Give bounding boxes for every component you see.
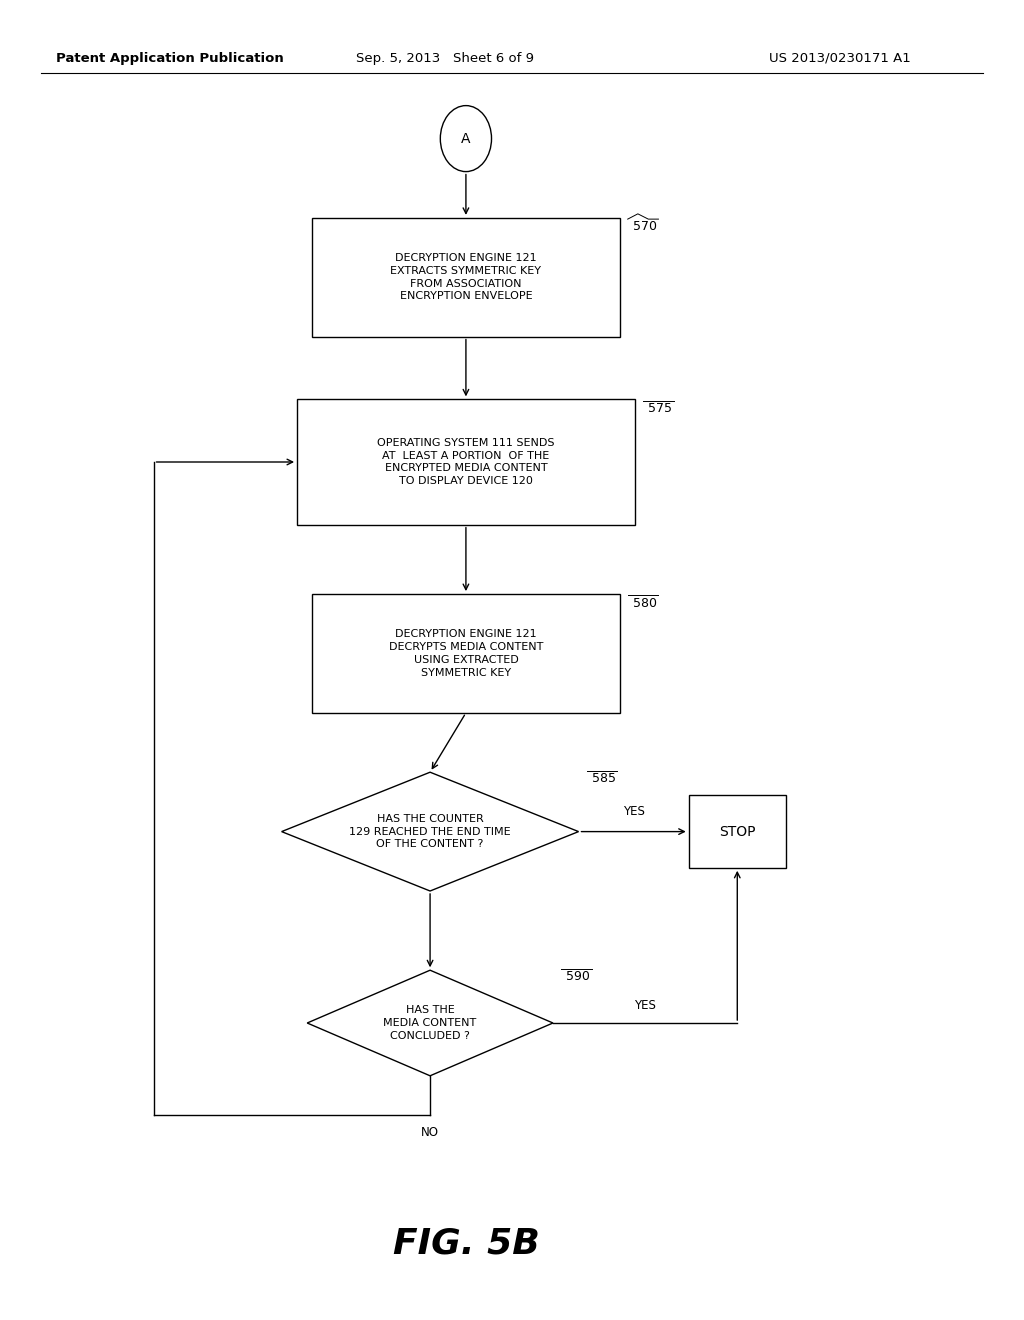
- Polygon shape: [307, 970, 553, 1076]
- Text: 570: 570: [633, 220, 656, 234]
- FancyBboxPatch shape: [297, 399, 635, 524]
- FancyBboxPatch shape: [688, 795, 786, 869]
- Text: DECRYPTION ENGINE 121
EXTRACTS SYMMETRIC KEY
FROM ASSOCIATION
ENCRYPTION ENVELOP: DECRYPTION ENGINE 121 EXTRACTS SYMMETRIC…: [390, 253, 542, 301]
- Text: YES: YES: [634, 999, 656, 1012]
- Text: 590: 590: [566, 970, 590, 983]
- Text: STOP: STOP: [719, 825, 756, 838]
- Text: HAS THE
MEDIA CONTENT
CONCLUDED ?: HAS THE MEDIA CONTENT CONCLUDED ?: [383, 1006, 477, 1040]
- Text: YES: YES: [623, 805, 644, 818]
- Text: OPERATING SYSTEM 111 SENDS
AT  LEAST A PORTION  OF THE
ENCRYPTED MEDIA CONTENT
T: OPERATING SYSTEM 111 SENDS AT LEAST A PO…: [377, 438, 555, 486]
- Text: Patent Application Publication: Patent Application Publication: [56, 51, 284, 65]
- Text: 575: 575: [648, 401, 672, 414]
- Text: FIG. 5B: FIG. 5B: [392, 1226, 540, 1261]
- Text: A: A: [461, 132, 471, 145]
- Text: NO: NO: [421, 1126, 439, 1139]
- Text: HAS THE COUNTER
129 REACHED THE END TIME
OF THE CONTENT ?: HAS THE COUNTER 129 REACHED THE END TIME…: [349, 814, 511, 849]
- Text: 585: 585: [592, 772, 615, 785]
- Text: 580: 580: [633, 597, 656, 610]
- FancyBboxPatch shape: [312, 594, 620, 713]
- FancyBboxPatch shape: [312, 218, 620, 337]
- Text: US 2013/0230171 A1: US 2013/0230171 A1: [769, 51, 910, 65]
- Polygon shape: [282, 772, 579, 891]
- Text: DECRYPTION ENGINE 121
DECRYPTS MEDIA CONTENT
USING EXTRACTED
SYMMETRIC KEY: DECRYPTION ENGINE 121 DECRYPTS MEDIA CON…: [389, 630, 543, 677]
- Text: Sep. 5, 2013   Sheet 6 of 9: Sep. 5, 2013 Sheet 6 of 9: [356, 51, 535, 65]
